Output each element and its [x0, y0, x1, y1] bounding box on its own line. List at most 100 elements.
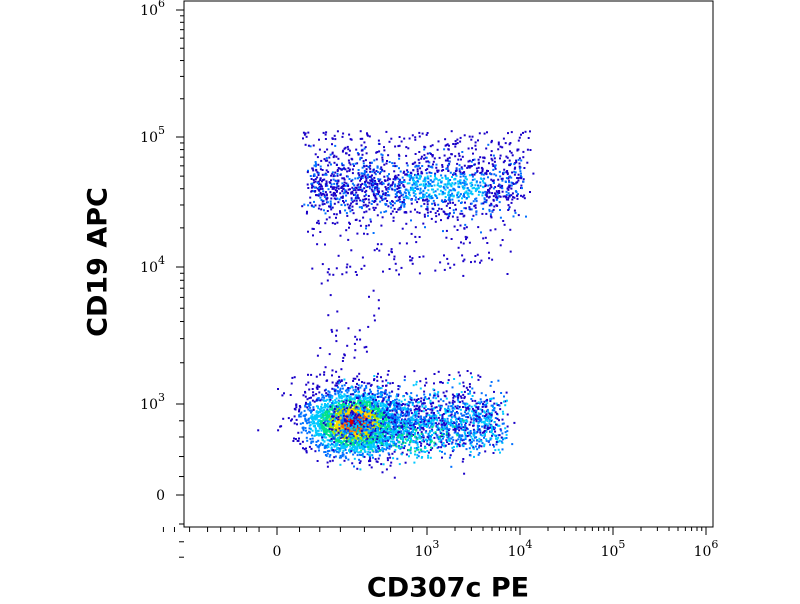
event-dot	[416, 419, 419, 421]
event-dot	[406, 423, 409, 426]
event-dot	[401, 176, 404, 179]
event-dot	[313, 425, 316, 428]
event-dot	[483, 436, 485, 439]
event-dot	[341, 426, 344, 429]
event-dot	[481, 442, 484, 445]
event-dot	[353, 398, 356, 401]
event-dot	[358, 407, 361, 410]
event-dot	[389, 395, 392, 398]
event-dot	[386, 410, 388, 413]
event-dot	[369, 388, 371, 391]
event-dot	[356, 429, 359, 432]
event-dot	[302, 394, 305, 397]
event-dot	[388, 432, 391, 435]
event-dot	[407, 437, 410, 440]
event-dot	[423, 419, 426, 422]
event-dot	[485, 438, 488, 441]
event-dot	[336, 182, 339, 185]
event-dot	[365, 179, 368, 182]
event-dot	[414, 431, 417, 434]
event-dot	[370, 466, 373, 469]
event-dot	[494, 449, 497, 452]
event-dot	[305, 413, 308, 416]
event-dot	[406, 403, 409, 405]
event-dot	[408, 435, 411, 438]
event-dot	[344, 398, 347, 401]
event-dot	[327, 416, 330, 419]
event-dot	[329, 408, 332, 411]
event-dot	[329, 435, 332, 438]
event-dot	[446, 420, 449, 423]
event-dot	[293, 422, 296, 425]
event-dot	[357, 427, 360, 430]
event-dot	[409, 449, 412, 452]
event-dot	[378, 441, 381, 444]
event-dot	[346, 407, 348, 410]
event-dot	[424, 377, 427, 380]
event-dot	[426, 175, 429, 178]
event-dot	[353, 397, 356, 400]
event-dot	[500, 440, 503, 443]
event-dot	[330, 419, 333, 422]
event-dot	[486, 408, 489, 411]
event-dot	[441, 417, 444, 420]
event-dot	[372, 411, 375, 414]
event-dot	[353, 420, 356, 423]
event-dot	[335, 405, 337, 408]
event-dot	[404, 438, 407, 441]
event-dot	[339, 431, 342, 434]
event-dot	[406, 404, 409, 407]
event-dot	[457, 371, 460, 374]
event-dot	[488, 420, 491, 423]
event-dot	[371, 404, 373, 407]
event-dot	[318, 449, 320, 452]
event-dot	[437, 395, 440, 398]
event-dot	[306, 422, 309, 425]
event-dot	[385, 379, 388, 382]
event-dot	[494, 430, 497, 433]
event-dot	[413, 461, 416, 464]
event-dot	[389, 456, 392, 459]
event-dot	[339, 389, 342, 392]
event-dot	[453, 425, 456, 428]
event-dot	[435, 443, 438, 446]
event-dot	[328, 398, 331, 401]
event-dot	[346, 170, 349, 173]
event-dot	[336, 384, 339, 387]
event-dot	[328, 391, 331, 394]
event-dot	[492, 406, 495, 408]
event-dot	[333, 428, 336, 431]
event-dot	[457, 407, 460, 410]
event-dot	[477, 407, 479, 410]
event-dot	[384, 425, 387, 427]
event-dot	[472, 421, 475, 424]
event-dot	[454, 442, 457, 445]
event-dot	[310, 442, 313, 445]
event-dot	[490, 424, 493, 427]
event-dot	[493, 421, 496, 424]
event-dot	[354, 404, 357, 407]
event-dot	[361, 441, 364, 444]
event-dot	[341, 384, 344, 387]
event-dot	[494, 417, 497, 419]
event-dot	[356, 405, 359, 408]
event-dot	[483, 198, 486, 201]
event-dot	[351, 386, 354, 389]
event-dot	[372, 404, 375, 407]
event-dot	[356, 421, 359, 424]
event-dot	[340, 397, 343, 400]
event-dot	[449, 454, 452, 457]
event-dot	[451, 446, 454, 449]
event-dot	[331, 374, 333, 377]
event-dot	[420, 397, 423, 400]
event-dot	[371, 408, 374, 411]
event-dot	[476, 442, 478, 445]
event-dot	[339, 381, 342, 384]
event-dot	[321, 438, 324, 441]
event-dot	[370, 383, 373, 386]
event-dot	[497, 434, 500, 437]
event-dot	[371, 416, 374, 419]
event-dot	[430, 402, 432, 405]
event-dot	[312, 406, 315, 409]
event-dot	[319, 411, 321, 414]
